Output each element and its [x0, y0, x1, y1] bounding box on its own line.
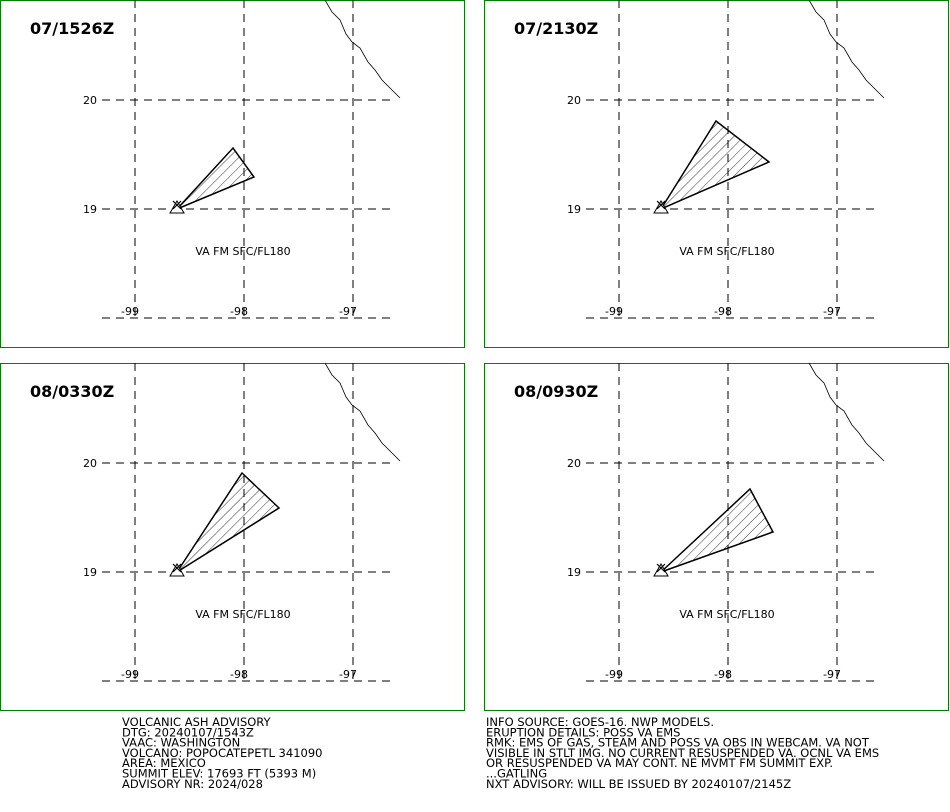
coastline — [808, 362, 885, 462]
ash-area — [660, 487, 775, 573]
footer-line: OR RESUSPENDED VA MAY CONT. NE MVMT FM S… — [486, 756, 833, 770]
footer-line: VAAC: WASHINGTON — [122, 736, 240, 750]
volcano-symbol — [653, 563, 669, 577]
footer-line: DTG: 20240107/1543Z — [122, 725, 254, 739]
panel-border — [0, 0, 465, 348]
lat-label: 20 — [567, 457, 581, 470]
footer-line: ERUPTION DETAILS: POSS VA EMS — [486, 725, 680, 739]
footer-line: NXT ADVISORY: WILL BE ISSUED BY 20240107… — [486, 777, 791, 791]
volcano-x — [172, 200, 182, 210]
lat-label: 20 — [83, 457, 97, 470]
lon-label: -98 — [230, 668, 248, 681]
lon-label: -99 — [121, 305, 139, 318]
volcano-symbol — [653, 200, 669, 214]
volcano-symbol — [169, 563, 185, 577]
lon-label: -98 — [714, 305, 732, 318]
ash-label: VA FM SFC/FL180 — [195, 608, 290, 621]
lat-label: 19 — [83, 203, 97, 216]
lon-label: -99 — [605, 668, 623, 681]
map-panel: 20 19 -99 -98 -97 07/1526Z VA FM SFC/FL180 — [0, 0, 465, 348]
panel-time: 07/2130Z — [514, 19, 598, 38]
lat-label: 20 — [83, 94, 97, 107]
lon-label: -97 — [823, 668, 841, 681]
lon-label: -97 — [339, 668, 357, 681]
footer-line: ...GATLING — [486, 767, 547, 781]
panel-time: 08/0330Z — [30, 382, 114, 401]
panel-border — [484, 363, 949, 711]
lon-label: -98 — [230, 305, 248, 318]
footer-line: VOLCANO: POPOCATEPETL 341090 — [122, 746, 322, 760]
volcano-x — [656, 200, 666, 210]
map-panel: 20 19 -99 -98 -97 07/2130Z VA FM SFC/FL180 — [484, 0, 949, 348]
coastline — [808, 0, 885, 99]
map-panel: 20 19 -99 -98 -97 08/0330Z VA FM SFC/FL180 — [0, 362, 465, 711]
footer-line: RMK: EMS OF GAS, STEAM AND POSS VA OBS I… — [486, 736, 870, 750]
ash-area — [176, 471, 281, 573]
lon-label: -97 — [339, 305, 357, 318]
ash-label: VA FM SFC/FL180 — [679, 608, 774, 621]
ash-area — [659, 119, 771, 211]
footer-line: VOLCANIC ASH ADVISORY — [122, 715, 272, 729]
footer-line: VISIBLE IN STLT IMG. NO CURRENT RESUSPEN… — [486, 746, 879, 760]
lon-label: -99 — [121, 668, 139, 681]
panel-time: 08/0930Z — [514, 382, 598, 401]
volcano-x — [656, 563, 666, 573]
footer-line: SUMMIT ELEV: 17693 FT (5393 M) — [122, 767, 316, 781]
footer-line: INFO SOURCE: GOES-16. NWP MODELS. — [486, 715, 714, 729]
panel-time: 07/1526Z — [30, 19, 114, 38]
map-panel: 20 19 -99 -98 -97 08/0930Z VA FM SFC/FL180 — [484, 362, 949, 711]
lat-label: 19 — [567, 566, 581, 579]
lon-label: -97 — [823, 305, 841, 318]
volcano-symbol — [169, 200, 185, 214]
ash-label: VA FM SFC/FL180 — [195, 245, 290, 258]
panel-border — [0, 363, 465, 711]
coastline — [324, 362, 401, 462]
lat-label: 19 — [567, 203, 581, 216]
lon-label: -98 — [714, 668, 732, 681]
lat-label: 19 — [83, 566, 97, 579]
coastline — [324, 0, 401, 99]
volcano-x — [172, 563, 182, 573]
ash-label: VA FM SFC/FL180 — [679, 245, 774, 258]
lat-label: 20 — [567, 94, 581, 107]
panel-border — [484, 0, 949, 348]
lon-label: -99 — [605, 305, 623, 318]
footer-line: ADVISORY NR: 2024/028 — [122, 777, 263, 791]
ash-area — [176, 146, 256, 210]
footer-line: AREA: MEXICO — [122, 756, 206, 770]
